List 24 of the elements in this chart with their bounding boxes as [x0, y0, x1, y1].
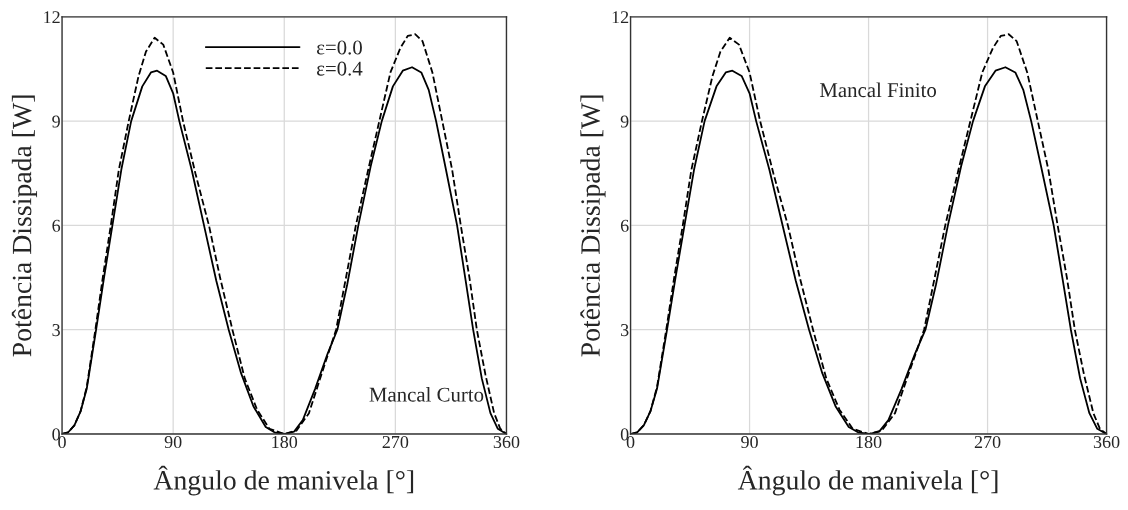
y-tick-label: 12 — [612, 11, 629, 24]
legend-label: ε=0.0 — [317, 40, 362, 55]
y-tick-label: 6 — [52, 219, 61, 232]
y-tick-label: 3 — [621, 324, 629, 337]
legend-label: ε=0.4 — [317, 61, 363, 76]
annotation: Mancal Curto — [369, 387, 484, 402]
y-tick-label: 12 — [44, 11, 60, 24]
y-tick-label: 9 — [52, 115, 60, 128]
annotation: Mancal Finito — [819, 82, 937, 98]
x-tick-label: 360 — [493, 435, 520, 449]
y-axis-title: Potência Dissipada [W] — [11, 95, 38, 357]
x-axis-title: Ângulo de manivela [°] — [737, 465, 998, 496]
y-axis-title: Potência Dissipada [W] — [580, 95, 606, 357]
y-tick-label: 6 — [620, 219, 629, 232]
x-tick-label: 270 — [382, 435, 409, 449]
x-tick-label: 90 — [164, 435, 182, 449]
y-tick-label: 3 — [52, 324, 60, 337]
x-tick-label: 180 — [856, 435, 882, 449]
x-axis-title: Ângulo de manivela [°] — [153, 465, 414, 496]
x-tick-label: 360 — [1093, 435, 1120, 449]
x-tick-label: 270 — [974, 435, 1001, 449]
x-tick-label: 180 — [272, 435, 298, 449]
x-tick-label: 90 — [741, 435, 758, 449]
y-tick-label: 9 — [620, 115, 629, 128]
